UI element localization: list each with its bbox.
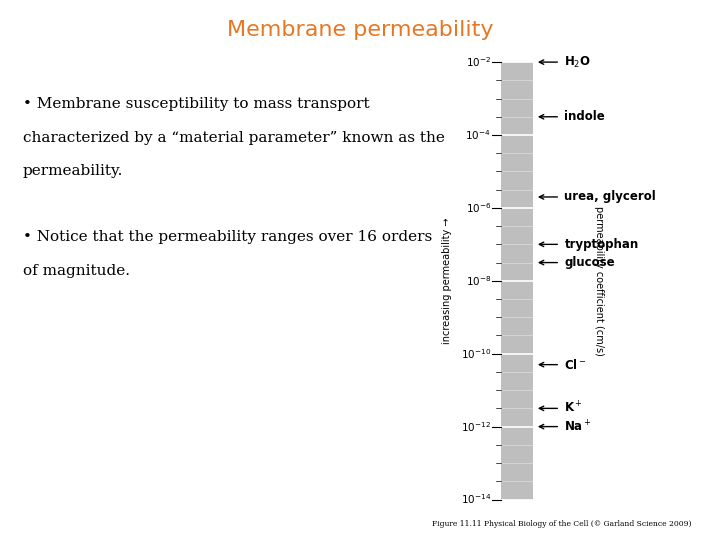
- Text: $10^{-6}$: $10^{-6}$: [466, 201, 491, 215]
- Text: $10^{-8}$: $10^{-8}$: [466, 274, 491, 288]
- Text: • Notice that the permeability ranges over 16 orders: • Notice that the permeability ranges ov…: [23, 230, 432, 244]
- Text: Figure 11.11 Physical Biology of the Cell (© Garland Science 2009): Figure 11.11 Physical Biology of the Cel…: [432, 520, 691, 528]
- Text: tryptophan: tryptophan: [564, 238, 639, 251]
- Text: $10^{-12}$: $10^{-12}$: [462, 420, 491, 434]
- Text: Cl$^-$: Cl$^-$: [564, 357, 587, 372]
- Text: permeability.: permeability.: [23, 164, 123, 178]
- Bar: [501, 62, 533, 500]
- Text: permeability coefficient (cm/s): permeability coefficient (cm/s): [594, 206, 604, 356]
- Text: • Membrane susceptibility to mass transport: • Membrane susceptibility to mass transp…: [23, 97, 369, 111]
- Text: Na$^+$: Na$^+$: [564, 419, 592, 434]
- Text: indole: indole: [564, 110, 606, 123]
- Text: Membrane permeability: Membrane permeability: [227, 19, 493, 40]
- Text: K$^+$: K$^+$: [564, 401, 583, 416]
- Text: of magnitude.: of magnitude.: [23, 264, 130, 278]
- Text: $10^{-14}$: $10^{-14}$: [461, 492, 491, 507]
- Text: urea, glycerol: urea, glycerol: [564, 191, 656, 204]
- Text: glucose: glucose: [564, 256, 615, 269]
- Text: H$_2$O: H$_2$O: [564, 55, 591, 70]
- Text: increasing permeability →: increasing permeability →: [442, 218, 452, 344]
- Text: $10^{-2}$: $10^{-2}$: [466, 55, 491, 69]
- Text: $10^{-4}$: $10^{-4}$: [465, 128, 491, 142]
- Text: characterized by a “material parameter” known as the: characterized by a “material parameter” …: [23, 131, 445, 145]
- Text: $10^{-10}$: $10^{-10}$: [461, 347, 491, 361]
